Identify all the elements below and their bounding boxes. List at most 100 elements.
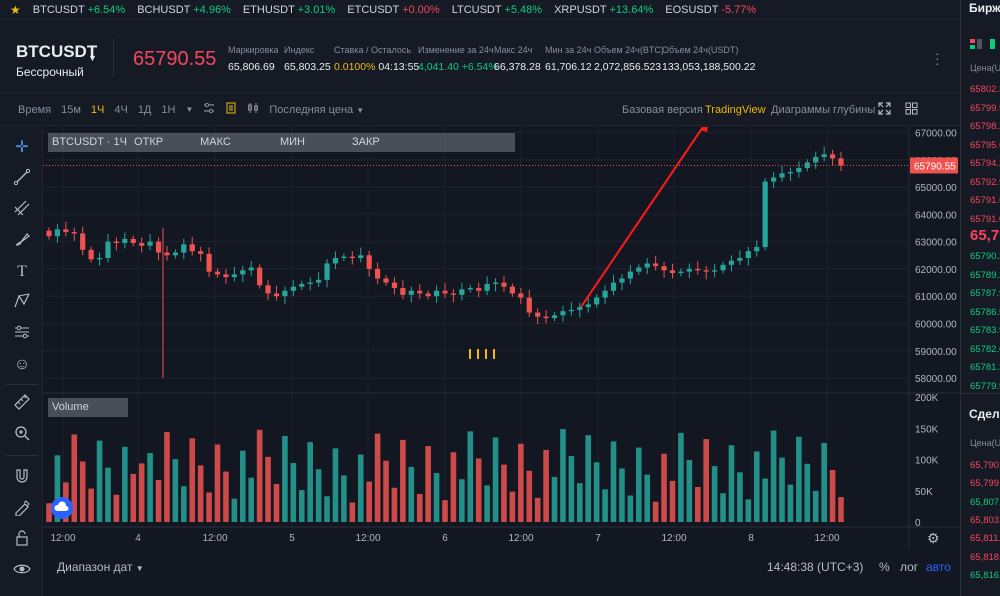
candle-body bbox=[501, 282, 507, 287]
volume-bar bbox=[501, 464, 507, 522]
candle-body bbox=[653, 263, 659, 267]
candle-body bbox=[391, 282, 398, 289]
volume-bar bbox=[534, 497, 541, 522]
ticker-item[interactable]: ETCUSDT +0.00% bbox=[347, 4, 439, 16]
orderbook-layout-icon[interactable] bbox=[970, 36, 982, 49]
candle-body bbox=[543, 316, 549, 319]
prediction-icon[interactable] bbox=[10, 323, 34, 345]
volume-bar bbox=[88, 488, 94, 522]
magnet-icon[interactable] bbox=[10, 467, 34, 489]
view-tradingview[interactable]: TradingView bbox=[705, 104, 766, 116]
emoji-icon[interactable]: ☺ bbox=[13, 356, 31, 373]
last-price-tag bbox=[910, 157, 958, 174]
ticker-item[interactable]: EOSUSDT -5.77% bbox=[665, 4, 756, 16]
view-basic[interactable]: Базовая версия bbox=[622, 104, 703, 116]
volume-bar bbox=[130, 473, 137, 522]
volume-bar bbox=[450, 452, 457, 522]
orderbook-bids-icon[interactable] bbox=[990, 36, 1000, 49]
candle-body bbox=[164, 252, 170, 256]
stat-label: Индекс bbox=[284, 45, 315, 55]
zoom-in-icon[interactable] bbox=[10, 424, 34, 446]
percent-toggle[interactable]: % bbox=[879, 560, 890, 574]
candle-body bbox=[770, 177, 777, 182]
candle-body bbox=[594, 297, 600, 305]
volume-bar bbox=[720, 493, 726, 522]
more-options-icon[interactable]: · · · bbox=[935, 45, 940, 71]
ticker-item[interactable]: BTCUSDT +6.54% bbox=[33, 4, 125, 16]
symbol-dropdown-icon[interactable]: ▼ bbox=[88, 53, 97, 63]
candle-body bbox=[492, 282, 499, 284]
candle-body bbox=[400, 288, 406, 295]
interval-tab[interactable]: 4Ч bbox=[114, 103, 128, 116]
stat-value-text: 61,706.12 bbox=[545, 61, 592, 73]
ticker-item[interactable]: BCHUSDT +4.96% bbox=[137, 4, 231, 16]
symbol-name[interactable]: BTCUSDT bbox=[16, 42, 98, 61]
favorite-star-icon[interactable]: ★ bbox=[10, 2, 21, 17]
more-intervals-dropdown-icon[interactable]: ▼ bbox=[185, 105, 194, 114]
price-type-select[interactable]: Последняя цена ▼ bbox=[269, 103, 365, 116]
ticker-item[interactable]: ETHUSDT +3.01% bbox=[243, 4, 335, 16]
drawing-toolbar: ✛ T ☺ bbox=[0, 127, 43, 596]
ticker-symbol: BTCUSDT bbox=[32, 3, 85, 16]
lock-icon[interactable] bbox=[10, 529, 34, 551]
fib-tool-icon[interactable] bbox=[10, 199, 34, 221]
brush-icon[interactable] bbox=[10, 230, 34, 252]
candle-body bbox=[316, 279, 322, 283]
volume-bar bbox=[484, 485, 490, 522]
time-tick-label: 7 bbox=[595, 533, 601, 544]
lock-drawings-icon[interactable] bbox=[10, 498, 34, 520]
candlestick-series bbox=[46, 146, 844, 379]
volume-bar bbox=[627, 495, 634, 522]
volume-bar bbox=[442, 500, 448, 522]
interval-tab[interactable]: 1Н bbox=[161, 103, 176, 116]
text-tool-icon[interactable]: T bbox=[17, 263, 27, 280]
ruler-icon[interactable] bbox=[10, 393, 34, 415]
pattern-icon[interactable] bbox=[10, 292, 34, 314]
event-marker bbox=[477, 349, 479, 359]
price-chart[interactable]: 67000.0066000.0065000.0064000.0063000.00… bbox=[43, 120, 960, 596]
legend-high-label: МАКС bbox=[200, 136, 231, 148]
chart-settings-icon[interactable]: ⚙ bbox=[927, 530, 940, 546]
volume-bar bbox=[138, 463, 145, 522]
candle-body bbox=[417, 290, 423, 294]
date-range-button[interactable]: Диапазон дат ▼ bbox=[57, 560, 144, 574]
candle-body bbox=[374, 268, 381, 279]
candle-body bbox=[105, 241, 111, 258]
stat-value: 65,803.25 bbox=[284, 61, 331, 73]
event-marker bbox=[493, 349, 495, 359]
interval-tab[interactable]: 15м bbox=[61, 103, 81, 116]
candle-body bbox=[63, 229, 69, 233]
volume-bar bbox=[551, 476, 558, 522]
time-tick-label: 12:00 bbox=[814, 533, 839, 544]
trend-line-icon[interactable] bbox=[10, 168, 34, 190]
chart-canvas[interactable]: 67000.0066000.0065000.0064000.0063000.00… bbox=[43, 120, 960, 596]
volume-bar bbox=[383, 460, 389, 522]
market-stat: Индекс 65,803.25 bbox=[284, 45, 331, 73]
layout-grid-icon[interactable] bbox=[905, 102, 918, 118]
auto-toggle[interactable]: авто bbox=[926, 560, 951, 574]
indicators-icon[interactable] bbox=[203, 102, 215, 117]
stat-value-text: 4,041.40 +6.54% bbox=[418, 61, 498, 73]
visibility-icon[interactable] bbox=[10, 560, 34, 582]
candle-body bbox=[307, 282, 313, 284]
market-stat: Макс 24ч 66,378.28 bbox=[494, 45, 541, 73]
ticker-item[interactable]: XRPUSDT +13.64% bbox=[554, 4, 653, 16]
log-toggle[interactable]: лог bbox=[900, 560, 919, 574]
orderbook-last-price: 65,790.55 bbox=[970, 227, 1000, 244]
interval-tab[interactable]: 1Ч bbox=[90, 103, 105, 116]
chart-type-icon[interactable] bbox=[225, 102, 237, 117]
candle-body bbox=[779, 173, 785, 178]
ticker-item[interactable]: LTCUSDT +5.48% bbox=[452, 4, 542, 16]
interval-tab[interactable]: 1Д bbox=[137, 103, 152, 116]
view-depth-chart[interactable]: Диаграммы глубины bbox=[771, 104, 876, 116]
fullscreen-icon[interactable] bbox=[878, 102, 891, 118]
volume-bar bbox=[585, 435, 592, 522]
volume-bar bbox=[829, 470, 836, 522]
candle-style-icon[interactable] bbox=[247, 102, 259, 117]
ticker-symbol: ETCUSDT bbox=[347, 3, 400, 16]
crosshair-icon[interactable]: ✛ bbox=[15, 139, 29, 156]
event-marker bbox=[469, 349, 471, 359]
volume-tick-label: 50K bbox=[915, 487, 933, 498]
price-tick-label: 65000.00 bbox=[915, 183, 957, 194]
